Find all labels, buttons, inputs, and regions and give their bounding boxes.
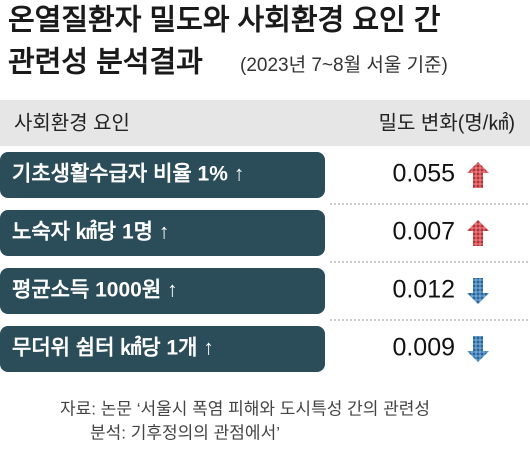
header-bar <box>0 100 530 146</box>
direction-arrow-dots <box>467 220 489 246</box>
row-label-box <box>0 326 325 372</box>
row-value: 0.012 <box>392 276 455 304</box>
source-line: 자료: 논문 ‘서울시 폭염 피해와 도시특성 간의 관련성 <box>60 399 430 418</box>
title-line: 온열질환자 밀도와 사회환경 요인 간 <box>8 4 441 37</box>
source-line: 분석: 기후정의의 관점에서’ <box>90 423 280 442</box>
column-header: 밀도 변화(명/㎢) <box>379 110 515 134</box>
row-label: 무더위 쉼터 ㎢당 1개 ↑ <box>12 336 214 360</box>
row-label: 평균소득 1000원 ↑ <box>12 279 178 302</box>
direction-arrow-dots <box>467 336 489 362</box>
row-label-box <box>0 210 325 256</box>
row-value: 0.055 <box>392 160 455 188</box>
title-line: 관련성 분석결과 <box>8 46 203 79</box>
row-label: 기초생활수급자 비율 1% ↑ <box>12 163 244 186</box>
column-header: 사회환경 요인 <box>14 111 130 134</box>
row-value: 0.009 <box>392 334 455 362</box>
row-label-box <box>0 152 325 198</box>
subtitle: (2023년 7~8월 서울 기준) <box>240 54 448 76</box>
row-label-box <box>0 268 325 314</box>
row-label: 노숙자 ㎢당 1명 ↑ <box>12 220 169 244</box>
row-value: 0.007 <box>392 218 455 246</box>
direction-arrow-dots <box>467 162 489 188</box>
direction-arrow-dots <box>467 278 489 304</box>
